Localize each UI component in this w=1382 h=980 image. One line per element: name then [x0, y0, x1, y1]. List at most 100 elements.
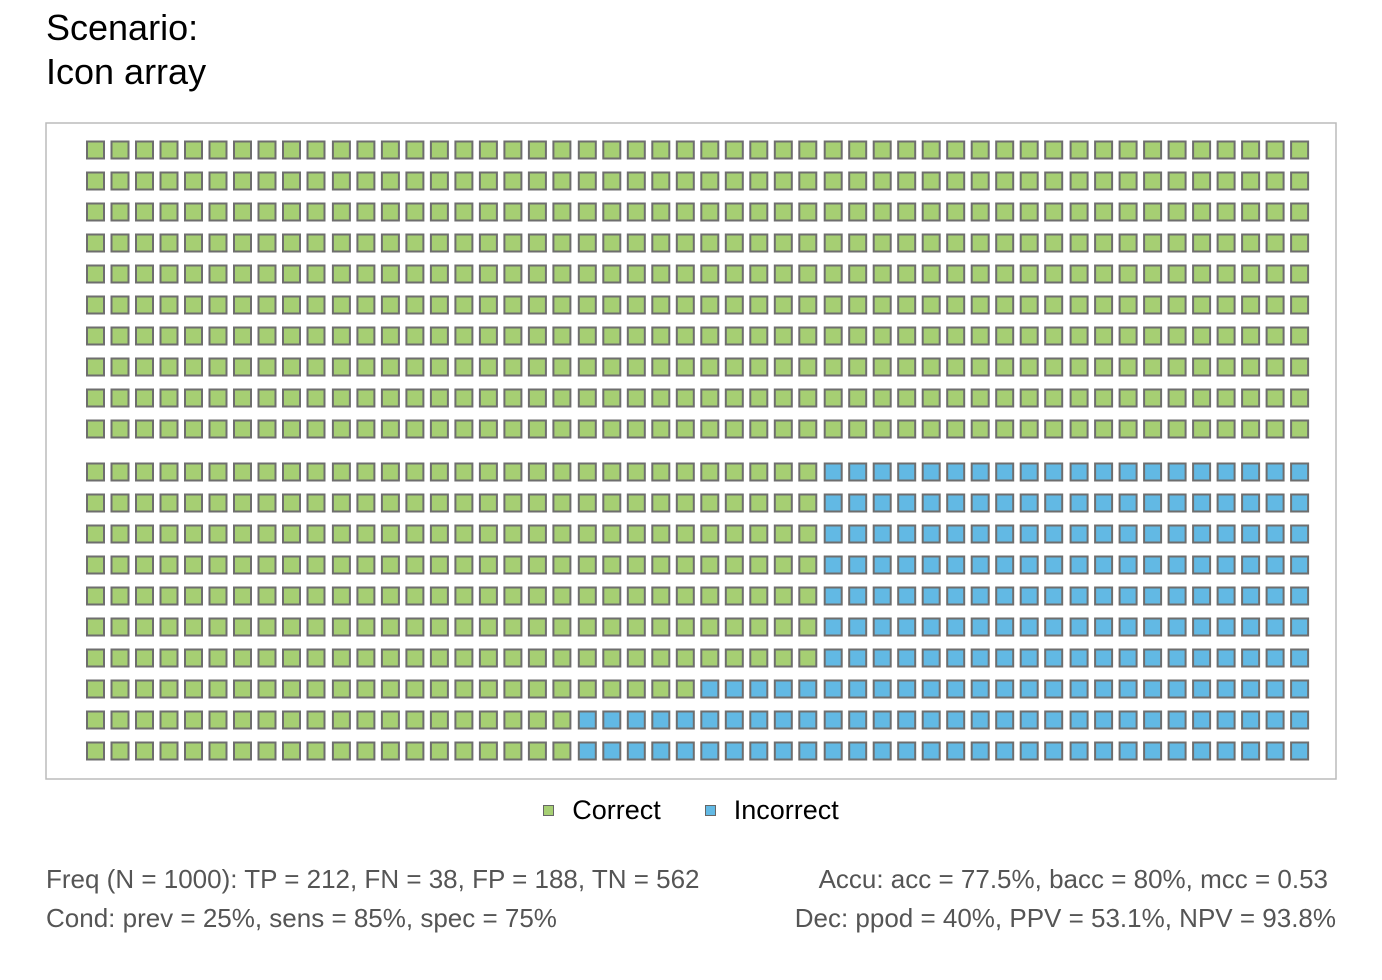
icon-correct — [454, 710, 474, 730]
icon-correct — [282, 586, 301, 606]
icon-correct — [429, 295, 449, 315]
icon-incorrect — [1216, 679, 1236, 699]
icon-correct — [135, 462, 154, 482]
icon-correct — [135, 679, 154, 699]
icon-incorrect — [1290, 524, 1310, 544]
icon-correct — [848, 295, 868, 315]
icon-correct — [1094, 326, 1114, 346]
icon-correct — [208, 233, 228, 253]
icon-correct — [503, 648, 523, 668]
icon-incorrect — [1241, 493, 1261, 513]
icon-correct — [1216, 388, 1236, 408]
icon-incorrect — [1265, 524, 1285, 544]
footer-cond: Cond: prev = 25%, sens = 85%, spec = 75% — [46, 903, 557, 933]
icon-incorrect — [970, 648, 990, 668]
icon-correct — [1241, 233, 1261, 253]
icon-correct — [626, 326, 646, 346]
icon-correct — [700, 357, 720, 377]
icon-correct — [306, 741, 326, 761]
icon-correct — [429, 555, 449, 575]
icon-correct — [651, 264, 671, 284]
icon-correct — [380, 171, 400, 191]
icon-correct — [331, 462, 351, 482]
icon-correct — [380, 326, 400, 346]
icon-incorrect — [577, 741, 597, 761]
icon-correct — [1069, 140, 1089, 160]
icon-incorrect — [1265, 710, 1285, 730]
icon-correct — [872, 264, 892, 284]
icon-correct — [577, 462, 597, 482]
icon-correct — [1143, 140, 1163, 160]
icon-correct — [159, 388, 179, 408]
icon-correct — [675, 326, 695, 346]
icon-correct — [946, 357, 966, 377]
footer-accu: Accu: acc = 77.5%, bacc = 80%, mcc = 0.5… — [818, 864, 1328, 894]
icon-incorrect — [1216, 555, 1236, 575]
icon-incorrect — [946, 679, 966, 699]
icon-correct — [1143, 295, 1163, 315]
icon-correct — [356, 586, 376, 606]
icon-incorrect — [970, 617, 990, 637]
icon-incorrect — [1118, 586, 1138, 606]
icon-correct — [1044, 140, 1064, 160]
icon-correct — [257, 357, 277, 377]
icon-correct — [921, 202, 941, 222]
icon-correct — [602, 388, 622, 408]
icon-correct — [331, 202, 351, 222]
icon-incorrect — [1094, 586, 1114, 606]
icon-correct — [478, 524, 498, 544]
icon-correct — [1265, 140, 1285, 160]
icon-correct — [773, 264, 793, 284]
icon-incorrect — [1192, 741, 1212, 761]
icon-correct — [700, 493, 720, 513]
icon-correct — [651, 524, 671, 544]
icon-correct — [700, 295, 720, 315]
icon-correct — [86, 524, 105, 544]
icon-correct — [651, 233, 671, 253]
icon-correct — [626, 617, 646, 637]
icon-correct — [749, 586, 769, 606]
icon-correct — [1044, 233, 1064, 253]
icon-correct — [700, 171, 720, 191]
footer-freq: Freq (N = 1000): TP = 212, FN = 38, FP =… — [46, 864, 700, 894]
icon-correct — [282, 233, 301, 253]
icon-incorrect — [848, 462, 868, 482]
icon-correct — [306, 264, 326, 284]
icon-incorrect — [970, 555, 990, 575]
icon-correct — [749, 419, 769, 439]
icon-correct — [577, 140, 597, 160]
icon-correct — [749, 264, 769, 284]
icon-incorrect — [1019, 648, 1039, 668]
icon-correct — [454, 524, 474, 544]
icon-correct — [257, 524, 277, 544]
icon-correct — [1019, 388, 1039, 408]
icon-correct — [282, 555, 301, 575]
icon-correct — [257, 326, 277, 346]
icon-correct — [233, 419, 252, 439]
icon-incorrect — [848, 741, 868, 761]
icon-correct — [527, 357, 547, 377]
icon-correct — [773, 524, 793, 544]
icon-correct — [1094, 357, 1114, 377]
icon-correct — [749, 357, 769, 377]
icon-correct — [577, 264, 597, 284]
icon-correct — [429, 233, 449, 253]
icon-correct — [184, 140, 203, 160]
icon-correct — [577, 357, 597, 377]
icon-correct — [478, 326, 498, 346]
icon-incorrect — [1094, 648, 1114, 668]
icon-correct — [454, 171, 474, 191]
icon-correct — [208, 140, 228, 160]
icon-correct — [405, 264, 425, 284]
icon-correct — [798, 493, 818, 513]
icon-correct — [454, 419, 474, 439]
icon-correct — [773, 617, 793, 637]
icon-correct — [184, 326, 203, 346]
icon-correct — [724, 171, 744, 191]
icon-incorrect — [1094, 524, 1114, 544]
icon-correct — [970, 233, 990, 253]
icon-correct — [159, 462, 179, 482]
icon-correct — [233, 233, 252, 253]
icon-correct — [429, 388, 449, 408]
icon-correct — [503, 202, 523, 222]
